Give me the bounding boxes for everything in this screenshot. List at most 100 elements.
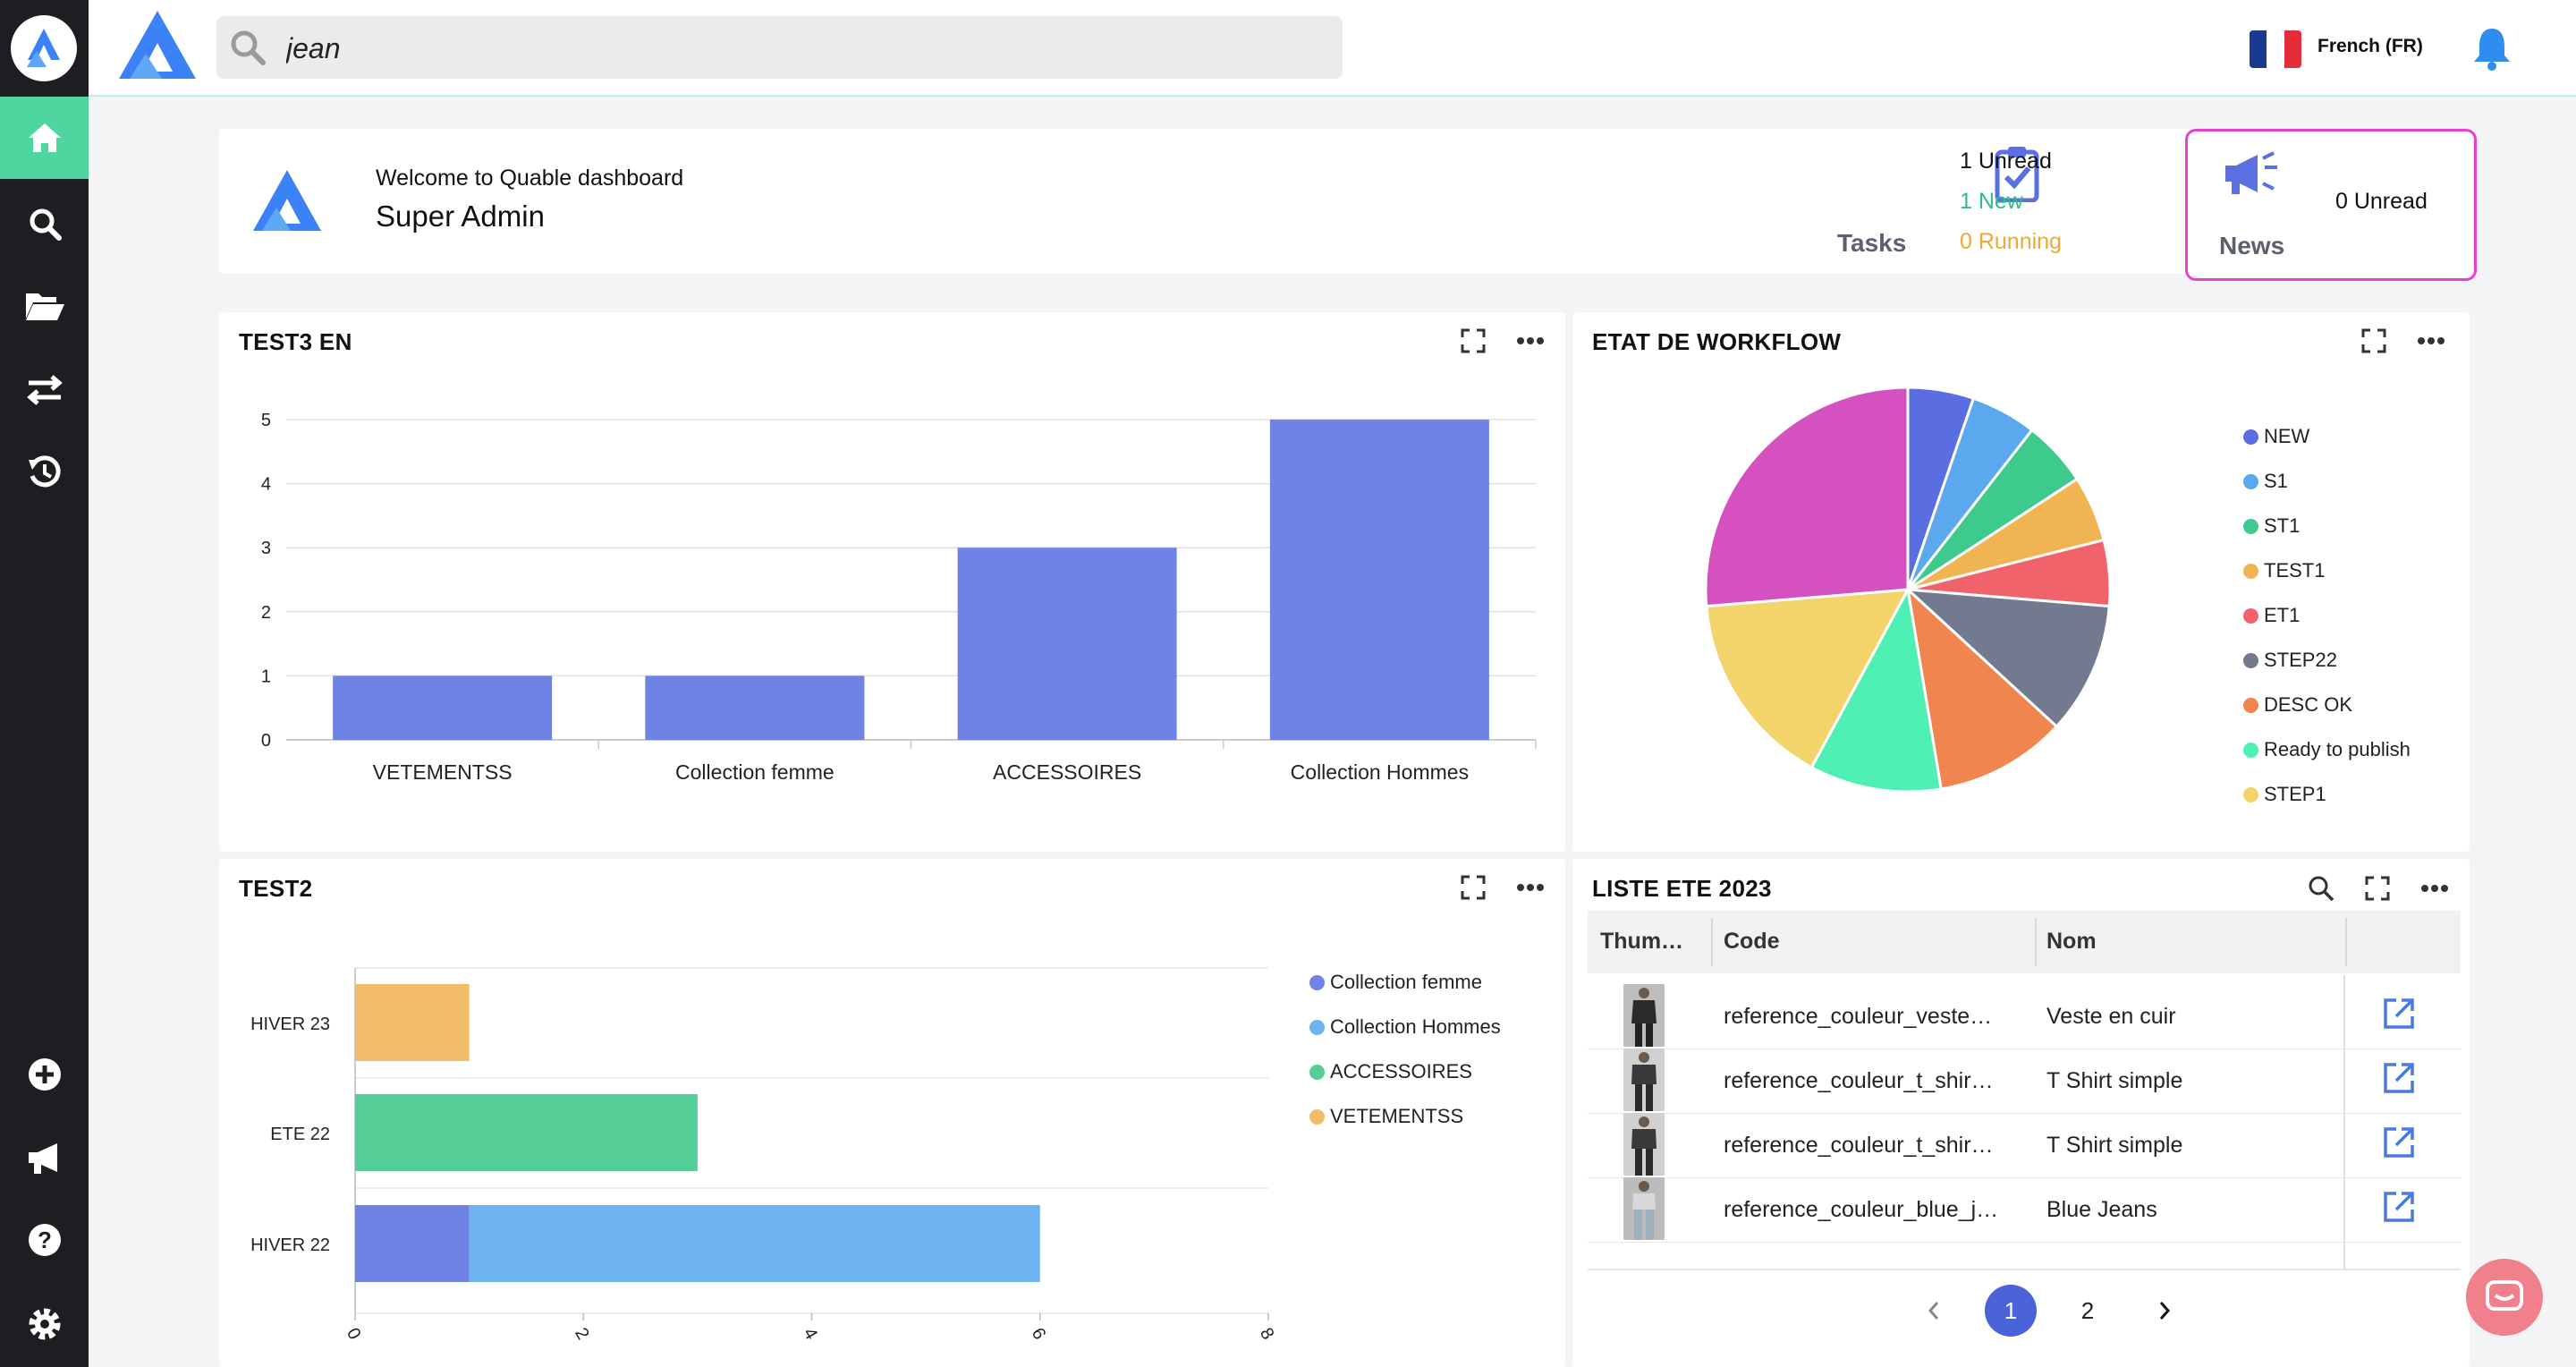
legend-item[interactable]: STEP22 [2243,638,2411,683]
external-link-icon[interactable] [2382,1125,2416,1159]
external-link-icon[interactable] [2382,997,2416,1031]
prev-page-button[interactable] [1908,1285,1960,1337]
france-flag-icon[interactable] [2250,30,2301,68]
more-options-icon[interactable] [2420,884,2449,893]
sidebar-item-history[interactable] [0,431,89,514]
tasks-new[interactable]: 1 New [1960,189,2023,214]
plus-circle-icon [28,1058,61,1091]
sidebar-item-help[interactable]: ? [0,1199,89,1281]
next-page-button[interactable] [2139,1285,2190,1337]
sidebar-item-add[interactable] [0,1033,89,1116]
widget-liste: LISTE ETE 2023 Thum… Code Nom reference_… [1572,859,2470,1367]
pie-slice[interactable] [1903,588,2111,729]
legend-dot [2243,742,2258,758]
legend-label: NEW [2264,425,2310,447]
language-selector[interactable]: French (FR) [2318,36,2423,56]
legend-item[interactable]: Ready to publish [2243,727,2411,772]
widget-title: LISTE ETE 2023 [1592,875,1772,902]
column-header-code[interactable]: Code [1724,929,1780,954]
news-widget[interactable]: News 0 Unread [2185,129,2477,281]
gear-icon [29,1308,60,1340]
legend-label: VETEMENTSS [1330,1105,1464,1127]
row-nom: T Shirt simple [2046,1068,2183,1093]
x-tick-label: 0 [343,1325,365,1344]
search-icon[interactable] [2308,875,2334,902]
legend-item[interactable]: ACCESSOIRES [1309,1049,1501,1094]
column-header-thumbnail[interactable]: Thum… [1600,929,1684,954]
bar[interactable] [645,675,865,740]
external-link-icon[interactable] [2382,1190,2416,1224]
pie-chart [1704,386,2112,794]
table-row[interactable]: reference_couleur_t_shir… T Shirt simple [1588,1113,2461,1178]
legend-dot [2243,697,2258,713]
widget-test2: TEST2 0 2 4 6 8 HIVER 23 ETE 22 HIVER 22 Collec… [219,859,1565,1367]
page-button-1[interactable]: 1 [1985,1285,2037,1337]
tasks-unread[interactable]: 1 Unread [1960,149,2052,174]
expand-icon[interactable] [2361,328,2386,353]
legend-label: Ready to publish [2264,738,2411,760]
legend-item[interactable]: NEW [2243,414,2411,459]
external-link-icon[interactable] [2382,1061,2416,1095]
page-button-2[interactable]: 2 [2080,1296,2095,1324]
news-unread[interactable]: 0 Unread [2335,189,2428,214]
legend-item[interactable]: STEP1 [2243,772,2411,817]
widget-test3: TEST3 EN 0 1 2 3 4 5 VETEMENTSS Collection femm… [219,312,1565,852]
sidebar-item-search[interactable] [0,183,89,265]
bar-segment[interactable] [355,984,470,1061]
search-bar[interactable] [216,16,1343,79]
notification-bell-icon[interactable] [2471,25,2512,76]
bar[interactable] [957,548,1177,740]
app-logo[interactable] [11,15,77,81]
brand-logo[interactable] [117,9,198,85]
y-category-label: ETE 22 [270,1125,330,1144]
sidebar-item-news[interactable] [0,1117,89,1199]
chat-button[interactable] [2466,1259,2543,1336]
legend-item[interactable]: ET1 [2243,593,2411,638]
legend-item[interactable]: Collection Hommes [1309,1005,1501,1049]
pie-slice[interactable] [1809,585,1943,794]
legend-dot [2243,786,2258,802]
bar-segment[interactable] [355,1205,470,1282]
tasks-running[interactable]: 0 Running [1960,229,2062,254]
table-row[interactable]: reference_couleur_t_shir… T Shirt simple [1588,1049,2461,1114]
tasks-widget[interactable] [1847,129,2169,274]
bar-segment[interactable] [469,1205,1040,1282]
pie-slice[interactable] [1905,585,2059,791]
pie-slice[interactable] [1704,386,1910,608]
pagination: 1 2 [1908,1285,2190,1337]
sidebar: ? [0,0,89,1367]
legend-item[interactable]: Collection femme [1309,960,1501,1005]
x-category-label: VETEMENTSS [373,760,513,784]
legend-item[interactable]: TEST1 [2243,548,2411,593]
legend-item[interactable]: ST1 [2243,504,2411,548]
product-thumbnail [1623,984,1665,1047]
sidebar-item-folders[interactable] [0,265,89,347]
more-options-icon[interactable] [1516,336,1545,345]
user-role: Super Admin [376,200,545,233]
sidebar-item-settings[interactable] [0,1283,89,1365]
legend-label: S1 [2264,470,2288,492]
pie-slice[interactable] [1705,588,1911,769]
x-category-label: ACCESSOIRES [993,760,1141,784]
bar-segment[interactable] [355,1094,698,1171]
search-input[interactable] [284,27,1317,70]
chevron-left-icon [1928,1302,1939,1320]
sidebar-item-home[interactable] [0,97,89,179]
column-header-nom[interactable]: Nom [2046,929,2097,954]
table-row[interactable]: reference_couleur_veste… Veste en cuir [1588,984,2461,1049]
legend-item[interactable]: S1 [2243,459,2411,504]
legend-dot [2243,652,2258,668]
expand-icon[interactable] [1461,328,1486,353]
sidebar-item-transfers[interactable] [0,349,89,431]
expand-icon[interactable] [1461,875,1486,900]
quable-logo [253,170,321,231]
expand-icon[interactable] [2365,876,2390,901]
bar[interactable] [333,675,553,740]
legend-item[interactable]: DESC OK [2243,683,2411,727]
product-thumbnail [1623,1049,1665,1111]
more-options-icon[interactable] [2417,336,2445,345]
table-row[interactable]: reference_couleur_blue_j… Blue Jeans [1588,1177,2461,1243]
bar[interactable] [1269,420,1489,740]
more-options-icon[interactable] [1516,883,1545,892]
legend-item[interactable]: VETEMENTSS [1309,1094,1501,1139]
